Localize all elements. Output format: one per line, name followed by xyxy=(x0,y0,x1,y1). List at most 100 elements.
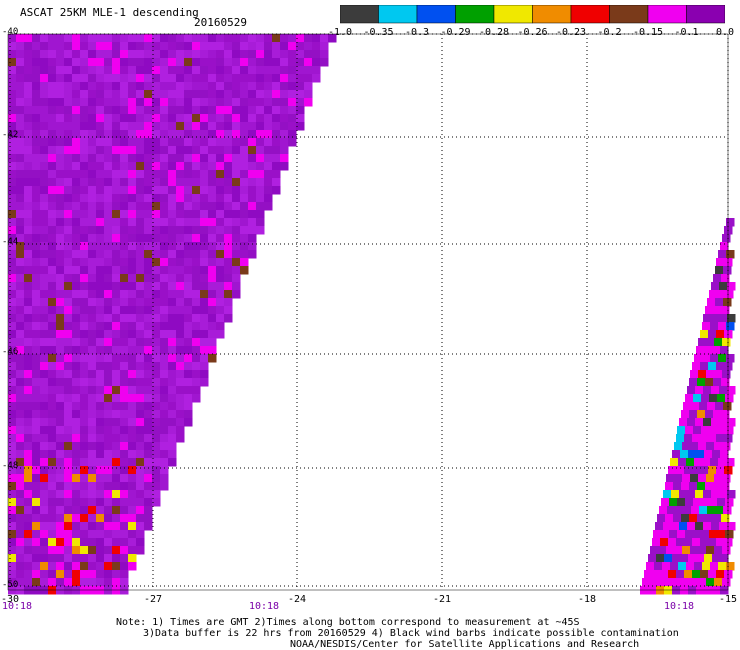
swath-pixel xyxy=(711,282,720,291)
swath-pixel xyxy=(272,34,281,43)
swath-pixel xyxy=(160,106,169,115)
swath-pixel xyxy=(312,42,321,51)
swath-pixel xyxy=(104,210,113,219)
swath-pixel xyxy=(104,522,113,531)
swath-pixel xyxy=(705,410,714,419)
swath-pixel xyxy=(160,314,169,323)
swath-pixel xyxy=(88,194,97,203)
swath-pixel xyxy=(708,570,717,579)
swath-pixel xyxy=(96,146,105,155)
swath-pixel xyxy=(112,418,121,427)
swath-pixel xyxy=(136,178,145,187)
swath-pixel xyxy=(168,346,177,355)
swath-pixel xyxy=(160,98,169,107)
swath-pixel xyxy=(104,338,113,347)
swath-pixel xyxy=(152,58,161,67)
swath-pixel xyxy=(24,354,33,363)
swath-pixel xyxy=(192,314,201,323)
swath-pixel xyxy=(104,506,113,515)
swath-pixel xyxy=(272,162,281,171)
swath-pixel xyxy=(8,386,17,395)
swath-pixel xyxy=(715,402,724,411)
swath-pixel xyxy=(224,306,233,315)
swath-pixel xyxy=(88,354,97,363)
swath-pixel xyxy=(24,170,33,179)
swath-pixel xyxy=(720,450,729,459)
swath-pixel xyxy=(716,330,725,339)
swath-pixel xyxy=(128,258,137,267)
swath-pixel xyxy=(700,362,709,371)
swath-pixel xyxy=(660,538,669,547)
swath-pixel xyxy=(160,362,169,371)
swath-pixel xyxy=(168,122,177,131)
swath-pixel xyxy=(64,322,73,331)
swath-pixel xyxy=(72,242,81,251)
swath-pixel xyxy=(88,290,97,299)
swath-pixel xyxy=(256,122,265,131)
swath-pixel xyxy=(160,34,169,43)
swath-pixel xyxy=(184,306,193,315)
footer-note-2: 3)Data buffer is 22 hrs from 20160529 4)… xyxy=(143,628,679,639)
swath-pixel xyxy=(152,466,161,475)
swath-pixel xyxy=(120,98,129,107)
swath-pixel xyxy=(8,570,17,579)
swath-pixel xyxy=(708,466,717,475)
swath-pixel xyxy=(80,426,89,435)
swath-pixel xyxy=(152,146,161,155)
swath-pixel xyxy=(232,130,241,139)
swath-pixel xyxy=(96,74,105,83)
swath-pixel xyxy=(72,570,81,579)
swath-pixel xyxy=(72,34,81,43)
swath-pixel xyxy=(8,242,17,251)
swath-pixel xyxy=(112,82,121,91)
swath-pixel xyxy=(8,226,17,235)
swath-pixel xyxy=(184,378,193,387)
swath-pixel xyxy=(168,298,177,307)
swath-pixel xyxy=(56,490,65,499)
swath-pixel xyxy=(264,106,273,115)
swath-pixel xyxy=(128,530,137,539)
swath-pixel xyxy=(248,114,257,123)
swath-pixel xyxy=(120,490,129,499)
swath-pixel xyxy=(304,90,313,99)
swath-pixel xyxy=(208,170,217,179)
swath-pixel xyxy=(104,546,113,555)
swath-pixel xyxy=(56,498,65,507)
swath-pixel xyxy=(670,458,679,467)
swath-pixel xyxy=(168,226,177,235)
swath-pixel xyxy=(720,242,729,251)
swath-pixel xyxy=(200,162,209,171)
swath-pixel xyxy=(200,106,209,115)
swath-pixel xyxy=(88,426,97,435)
swath-pixel xyxy=(72,402,81,411)
swath-pixel xyxy=(160,426,169,435)
swath-pixel xyxy=(208,130,217,139)
swath-pixel xyxy=(120,578,129,587)
swath-pixel xyxy=(669,498,678,507)
swath-pixel xyxy=(666,578,675,587)
swath-pixel xyxy=(80,162,89,171)
swath-pixel xyxy=(703,418,712,427)
swath-pixel xyxy=(184,346,193,355)
swath-pixel xyxy=(658,578,667,587)
swath-pixel xyxy=(48,74,57,83)
swath-pixel xyxy=(176,226,185,235)
swath-pixel xyxy=(224,146,233,155)
swath-pixel xyxy=(32,442,41,451)
swath-pixel xyxy=(280,138,289,147)
swath-pixel xyxy=(88,370,97,379)
swath-pixel xyxy=(32,242,41,251)
swath-pixel xyxy=(16,122,25,131)
swath-pixel xyxy=(88,314,97,323)
swath-pixel xyxy=(272,154,281,163)
swath-pixel xyxy=(104,578,113,587)
swath-pixel xyxy=(176,370,185,379)
swath-pixel xyxy=(88,298,97,307)
swath-pixel xyxy=(168,410,177,419)
swath-pixel xyxy=(16,114,25,123)
swath-pixel xyxy=(120,514,129,523)
swath-pixel xyxy=(56,202,65,211)
swath-pixel xyxy=(144,258,153,267)
swath-pixel xyxy=(80,210,89,219)
swath-pixel xyxy=(48,258,57,267)
